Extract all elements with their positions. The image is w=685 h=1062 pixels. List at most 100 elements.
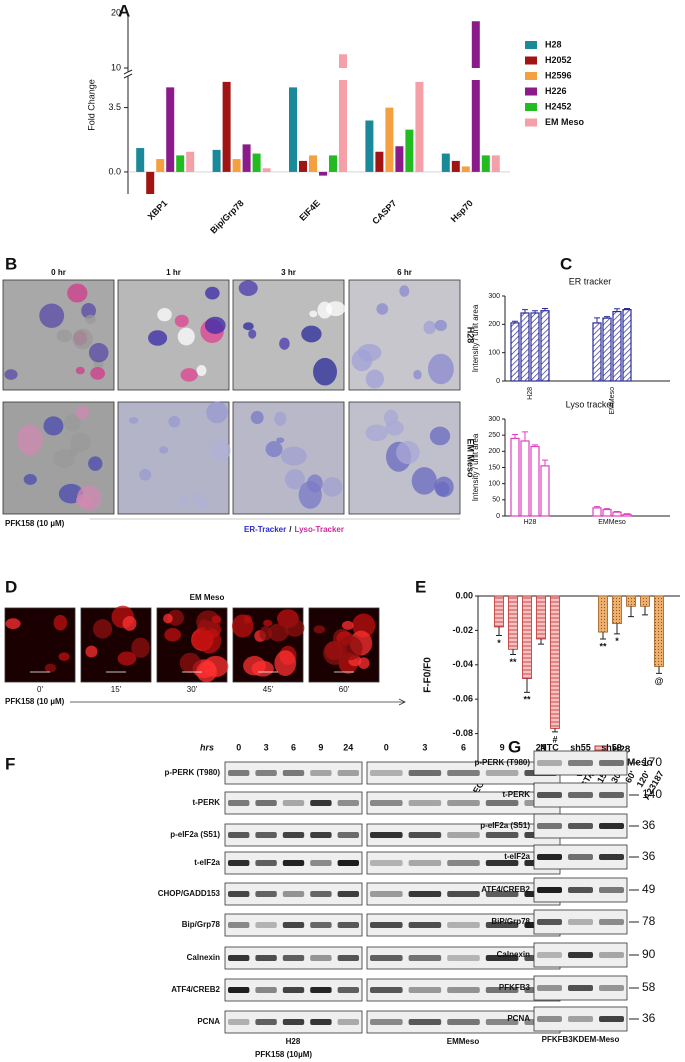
blot — [366, 761, 561, 785]
cell — [396, 440, 420, 465]
y-tick-label: 0.0 — [108, 166, 121, 176]
panel-label: B — [5, 254, 17, 273]
error-bar — [522, 431, 528, 441]
treatment-label: PFK158 (10 µM) — [5, 519, 65, 528]
band — [255, 770, 277, 776]
cell — [267, 623, 289, 642]
cell — [58, 652, 70, 661]
lane-label: 3 — [264, 742, 269, 752]
axis-break — [123, 73, 133, 79]
band — [447, 770, 480, 776]
bar — [640, 595, 650, 607]
micrograph — [117, 401, 231, 515]
bar — [415, 81, 424, 172]
band — [282, 955, 305, 961]
band — [370, 922, 403, 928]
band — [485, 770, 519, 776]
band — [370, 1019, 403, 1025]
cell — [177, 327, 195, 346]
bar — [592, 507, 602, 517]
mw-label: 140 — [642, 787, 662, 801]
band — [447, 860, 480, 866]
y-tick-label: 200 — [488, 321, 500, 328]
band — [228, 860, 250, 866]
bar — [441, 153, 450, 172]
arrow — [70, 698, 406, 706]
band — [337, 860, 359, 866]
group-label: H28 — [524, 519, 537, 526]
cell — [413, 369, 422, 380]
band — [537, 1016, 562, 1022]
protein-label: CHOP/GADD153 — [158, 889, 221, 898]
y-axis-title: Intensity / unit area — [471, 304, 480, 372]
cell — [197, 497, 209, 510]
cell — [317, 301, 333, 319]
time-label: 60' — [339, 685, 350, 694]
mw-label: 36 — [642, 818, 656, 832]
x-tick-label: XBP1 — [146, 198, 170, 222]
cell — [399, 285, 410, 297]
band — [337, 922, 359, 928]
band — [568, 823, 593, 829]
cell — [243, 656, 266, 676]
cell — [85, 314, 96, 324]
legend-label: EM Meso — [545, 117, 585, 127]
cell — [196, 661, 218, 683]
band — [599, 792, 624, 798]
band — [282, 800, 305, 806]
band — [282, 891, 305, 897]
band — [485, 832, 519, 838]
blot — [533, 782, 628, 808]
bar — [329, 155, 337, 172]
cell — [180, 368, 198, 382]
band — [447, 891, 480, 897]
legend-label: H2596 — [545, 70, 572, 80]
protein-label: p-PERK (T980) — [474, 758, 530, 767]
band — [599, 952, 624, 958]
cell — [56, 329, 73, 343]
legend-label: H2452 — [545, 101, 572, 111]
cell — [88, 343, 109, 363]
cell — [5, 618, 21, 630]
bar — [550, 595, 560, 729]
band — [337, 1019, 359, 1025]
cell — [411, 467, 437, 495]
cell — [238, 280, 258, 296]
bar — [598, 595, 608, 633]
cell — [190, 492, 200, 500]
band — [370, 891, 403, 897]
chart-title: ER tracker — [569, 276, 612, 286]
cell — [139, 469, 152, 481]
bar — [262, 168, 271, 172]
band — [568, 1016, 593, 1022]
cell — [157, 308, 172, 322]
blot-frame — [224, 882, 363, 906]
y-tick-label: 50 — [492, 497, 500, 504]
treatment-label: PFK158 (10 µM) — [5, 697, 65, 706]
blot — [366, 851, 561, 875]
cell — [309, 310, 318, 318]
cell — [76, 485, 102, 511]
band — [447, 832, 480, 838]
band — [599, 985, 624, 991]
band — [255, 955, 277, 961]
cell — [243, 322, 254, 331]
lane-label: 24 — [343, 742, 353, 752]
y-tick-label: 0 — [496, 513, 500, 520]
cell — [163, 613, 173, 624]
band — [599, 919, 624, 925]
band — [408, 800, 442, 806]
cell — [263, 619, 273, 627]
error-bar — [496, 626, 502, 637]
bar — [622, 513, 632, 517]
cell — [179, 652, 201, 673]
bar — [540, 465, 550, 517]
band — [485, 800, 519, 806]
micrograph — [2, 401, 115, 515]
y-tick-label: -0.08 — [452, 728, 473, 738]
band — [255, 832, 277, 838]
cell — [279, 337, 290, 350]
legend-swatch — [525, 118, 537, 127]
bar — [602, 317, 612, 382]
